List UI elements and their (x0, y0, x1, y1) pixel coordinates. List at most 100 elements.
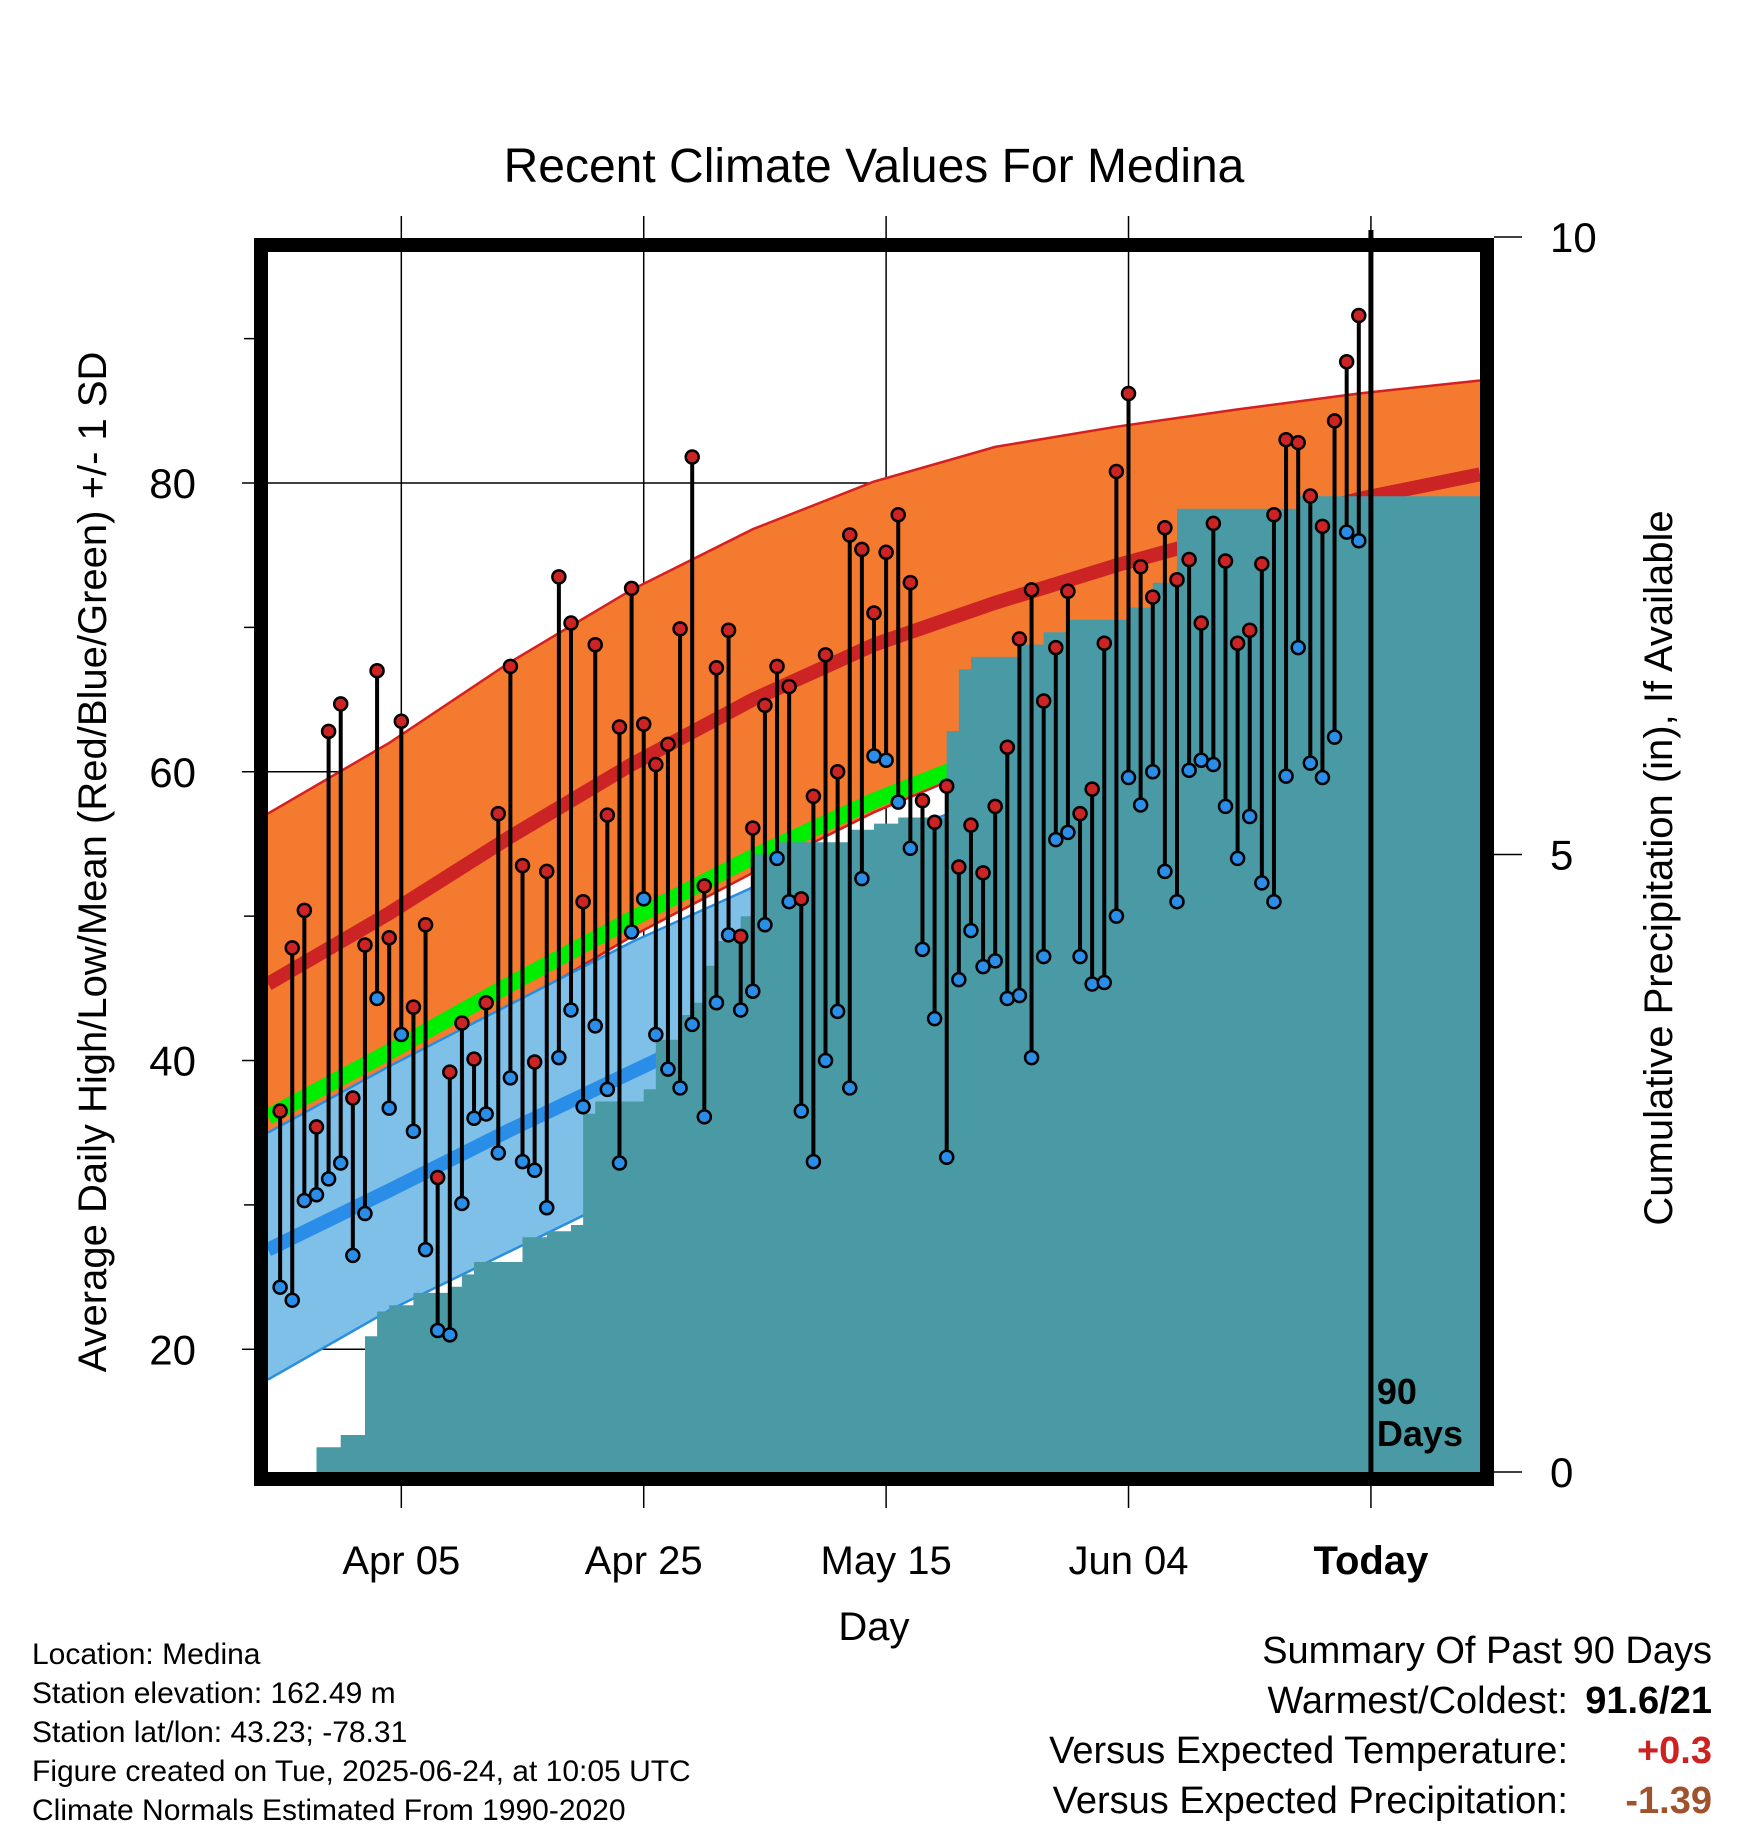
daily-high-point (587, 636, 603, 653)
daily-high-point (514, 857, 531, 874)
daily-high-point (1132, 558, 1149, 575)
daily-low-point (599, 1081, 616, 1098)
precip-anomaly-value: -1.39 (1625, 1780, 1712, 1822)
daily-high-point (502, 658, 519, 675)
daily-high-point (1229, 635, 1246, 652)
daily-low-point (1217, 798, 1234, 815)
daily-high-point (1266, 507, 1282, 523)
daily-low-point (1120, 769, 1137, 786)
today-label-unit: Days (1377, 1413, 1463, 1454)
daily-low-point (369, 990, 385, 1007)
daily-high-point (1023, 582, 1040, 598)
daily-high-point (660, 736, 676, 753)
y-tick-label-left: 80 (149, 460, 196, 507)
plot-content (268, 252, 1480, 1472)
daily-high-point (369, 662, 385, 679)
daily-low-point (745, 983, 761, 999)
daily-low-point (975, 958, 991, 975)
daily-low-point (963, 922, 979, 939)
daily-low-point (878, 752, 894, 768)
daily-high-point (696, 878, 713, 894)
precip-anomaly-label: Versus Expected Precipitation: (1052, 1780, 1568, 1822)
daily-high-point (429, 1169, 446, 1186)
daily-high-point (611, 719, 628, 735)
daily-high-point (332, 696, 349, 712)
daily-low-point (708, 995, 725, 1011)
daily-high-point (320, 723, 337, 740)
daily-low-point (1326, 729, 1343, 745)
daily-low-point (914, 941, 931, 958)
daily-low-point (938, 1149, 955, 1166)
daily-low-point (539, 1200, 555, 1216)
daily-high-point (890, 507, 906, 523)
location-text: Location: Medina (32, 1638, 261, 1671)
daily-low-point (817, 1052, 834, 1069)
daily-low-point (1229, 850, 1246, 867)
daily-high-point (381, 930, 397, 946)
daily-high-point (708, 660, 725, 676)
daily-high-point (854, 541, 870, 558)
daily-low-point (587, 1018, 603, 1034)
daily-high-point (1302, 488, 1319, 504)
daily-low-point (672, 1080, 688, 1096)
precip-anomaly-row: Versus Expected Precipitation: -1.39 (812, 1776, 1712, 1826)
y-tick-label-left: 40 (149, 1038, 196, 1085)
daily-high-point (902, 574, 919, 591)
daily-low-point (696, 1109, 713, 1125)
daily-low-point (1035, 948, 1052, 965)
daily-high-point (914, 792, 931, 809)
created-text: Figure created on Tue, 2025-06-24, at 10… (32, 1755, 691, 1788)
daily-high-point (817, 647, 834, 663)
daily-high-point (963, 817, 979, 833)
daily-high-point (575, 893, 591, 910)
daily-low-point (999, 990, 1016, 1007)
high-band-upper-edge (268, 379, 1480, 815)
daily-high-point (1254, 556, 1270, 572)
daily-high-point (1084, 781, 1100, 797)
daily-low-point (987, 953, 1003, 969)
station-info: Location: Medina Station elevation: 162.… (32, 1635, 691, 1830)
warmest-value: 91.6/21 (1585, 1680, 1712, 1722)
daily-high-point (648, 756, 664, 773)
daily-low-point (1302, 755, 1319, 771)
daily-high-point (1060, 583, 1076, 600)
daily-low-point (381, 1100, 397, 1116)
daily-high-point (490, 805, 507, 822)
daily-low-point (1205, 756, 1222, 773)
daily-low-point (478, 1106, 494, 1122)
daily-low-point (296, 1192, 313, 1209)
daily-high-point (1145, 589, 1161, 605)
daily-high-point (1351, 307, 1367, 324)
daily-low-point (1060, 824, 1076, 841)
daily-low-point (417, 1241, 434, 1258)
daily-low-point (526, 1162, 543, 1178)
daily-high-point (1157, 520, 1173, 536)
today-label-count: 90 (1377, 1371, 1417, 1412)
daily-high-point (308, 1119, 325, 1135)
daily-low-point (1181, 762, 1197, 779)
daily-high-point (805, 788, 822, 805)
x-tick-label: Apr 25 (585, 1539, 703, 1583)
daily-low-point (1023, 1049, 1040, 1066)
daily-high-point (1193, 615, 1209, 631)
daily-low-point (551, 1049, 567, 1066)
daily-high-point (732, 928, 749, 945)
daily-high-point (745, 820, 761, 836)
daily-low-point (1241, 808, 1258, 825)
daily-high-point (829, 764, 846, 780)
daily-high-point (1314, 518, 1331, 535)
daily-low-point (345, 1247, 361, 1264)
daily-high-point (357, 937, 373, 953)
warmest-row: Warmest/Coldest: 91.6/21 (812, 1676, 1712, 1726)
plot-frame (254, 238, 1494, 1486)
daily-low-point (842, 1080, 858, 1096)
daily-high-point (1278, 431, 1294, 448)
daily-high-point (1241, 622, 1258, 639)
daily-low-point (1338, 524, 1355, 540)
x-tick-label: May 15 (821, 1539, 952, 1583)
daily-low-point (563, 1002, 579, 1018)
daily-high-point (757, 697, 773, 714)
daily-high-point (1072, 805, 1088, 822)
daily-low-point (1169, 893, 1185, 910)
